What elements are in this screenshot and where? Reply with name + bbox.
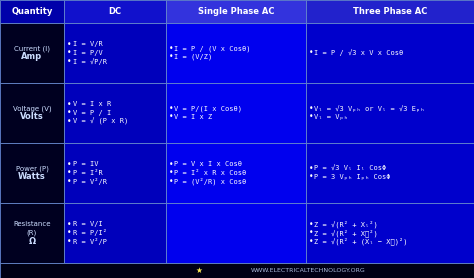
Text: (R): (R) — [27, 229, 37, 236]
Text: •: • — [67, 48, 72, 57]
Text: Current (I): Current (I) — [14, 45, 50, 52]
Text: Resistance: Resistance — [13, 221, 51, 227]
Bar — [64, 143, 166, 203]
Text: I = √P/R: I = √P/R — [73, 58, 107, 64]
Text: P = IV: P = IV — [73, 162, 98, 167]
Text: Z = √(R² + Xₗ²): Z = √(R² + Xₗ²) — [314, 221, 378, 228]
Text: •: • — [309, 220, 313, 229]
Bar — [306, 203, 474, 263]
Bar — [306, 143, 474, 203]
Bar — [64, 0, 166, 23]
Text: I = P / √3 x V x Cosθ: I = P / √3 x V x Cosθ — [314, 49, 403, 56]
Bar — [64, 83, 166, 143]
Text: •: • — [309, 237, 313, 245]
Bar — [166, 143, 306, 203]
Text: R = P/I²: R = P/I² — [73, 229, 107, 236]
Bar — [0, 83, 64, 143]
Text: Vₗ = √3 Vₚₕ or Vₗ = √3 Eₚₕ: Vₗ = √3 Vₚₕ or Vₗ = √3 Eₚₕ — [314, 105, 425, 112]
Text: Ω: Ω — [28, 237, 36, 245]
Bar — [0, 263, 474, 278]
Bar — [64, 203, 166, 263]
Text: •: • — [67, 116, 72, 126]
Text: •: • — [309, 228, 313, 237]
Text: •: • — [67, 177, 72, 186]
Bar — [166, 0, 306, 23]
Text: •: • — [67, 220, 72, 229]
Text: •: • — [67, 168, 72, 177]
Text: •: • — [309, 104, 313, 113]
Text: Volts: Volts — [20, 112, 44, 121]
Text: V = P/(I x Cosθ): V = P/(I x Cosθ) — [174, 105, 242, 112]
Bar — [0, 203, 64, 263]
Text: V = √ (P x R): V = √ (P x R) — [73, 117, 128, 125]
Text: Watts: Watts — [18, 172, 46, 182]
Text: I = P/V: I = P/V — [73, 50, 102, 56]
Text: Quantity: Quantity — [11, 7, 53, 16]
Text: •: • — [67, 57, 72, 66]
Bar — [166, 203, 306, 263]
Text: •: • — [67, 40, 72, 49]
Text: •: • — [309, 172, 313, 182]
Text: I = V/R: I = V/R — [73, 41, 102, 48]
Bar — [0, 143, 64, 203]
Text: I = (V/Z): I = (V/Z) — [174, 54, 213, 60]
Text: V = I x R: V = I x R — [73, 101, 111, 107]
Text: •: • — [67, 237, 72, 245]
Text: Z = √(R² + Xᴄ²): Z = √(R² + Xᴄ²) — [314, 229, 378, 237]
Text: WWW.ELECTRICALTECHNOLOGY.ORG: WWW.ELECTRICALTECHNOLOGY.ORG — [251, 268, 365, 273]
Bar — [64, 23, 166, 83]
Text: •: • — [169, 160, 173, 169]
Bar — [0, 0, 64, 23]
Text: P = √3 Vₗ Iₗ CosΦ: P = √3 Vₗ Iₗ CosΦ — [314, 165, 386, 172]
Text: •: • — [169, 44, 173, 53]
Text: R = V/I: R = V/I — [73, 221, 102, 227]
Text: •: • — [309, 112, 313, 121]
Text: Three Phase AC: Three Phase AC — [353, 7, 427, 16]
Text: •: • — [169, 112, 173, 121]
Bar — [166, 23, 306, 83]
Text: •: • — [67, 160, 72, 169]
Text: V = I x Z: V = I x Z — [174, 114, 213, 120]
Bar — [306, 83, 474, 143]
Text: •: • — [67, 100, 72, 109]
Text: P = V²/R: P = V²/R — [73, 178, 107, 185]
Text: •: • — [169, 177, 173, 186]
Bar — [0, 23, 64, 83]
Bar — [306, 23, 474, 83]
Text: V = P / I: V = P / I — [73, 110, 111, 116]
Text: •: • — [169, 53, 173, 61]
Text: •: • — [309, 164, 313, 173]
Bar — [166, 83, 306, 143]
Text: Vₗ = Vₚₕ: Vₗ = Vₚₕ — [314, 114, 348, 120]
Text: R = V²/P: R = V²/P — [73, 238, 107, 245]
Text: P = (V²/R) x Cosθ: P = (V²/R) x Cosθ — [174, 177, 246, 185]
Text: I = P / (V x Cosθ): I = P / (V x Cosθ) — [174, 45, 251, 52]
Text: P = I²R: P = I²R — [73, 170, 102, 176]
Text: •: • — [169, 168, 173, 177]
Text: Single Phase AC: Single Phase AC — [198, 7, 274, 16]
Text: Amp: Amp — [21, 53, 43, 61]
Text: Voltage (V): Voltage (V) — [13, 105, 51, 112]
Text: •: • — [309, 48, 313, 57]
Text: ★: ★ — [196, 266, 202, 275]
Text: •: • — [169, 104, 173, 113]
Text: Power (P): Power (P) — [16, 165, 48, 172]
Text: •: • — [67, 228, 72, 237]
Text: P = 3 Vₚₕ Iₚₕ CosΦ: P = 3 Vₚₕ Iₚₕ CosΦ — [314, 174, 391, 180]
Text: P = I² x R x Cosθ: P = I² x R x Cosθ — [174, 170, 246, 176]
Bar — [306, 0, 474, 23]
Text: Z = √(R² + (Xₗ − Xᴄ)²): Z = √(R² + (Xₗ − Xᴄ)²) — [314, 237, 408, 245]
Text: •: • — [67, 108, 72, 117]
Text: DC: DC — [109, 7, 121, 16]
Text: P = V x I x Cosθ: P = V x I x Cosθ — [174, 162, 242, 167]
